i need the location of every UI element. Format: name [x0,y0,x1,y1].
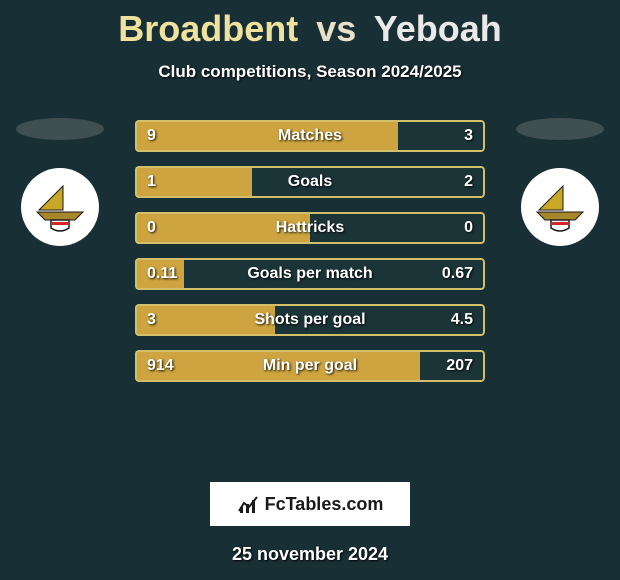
stat-value-p2: 4.5 [451,304,473,336]
stat-label: Goals per match [135,258,485,290]
stat-row-goals-per-match: Goals per match0.11 0.67 [135,258,485,290]
stat-value-p1: 0.11 [147,258,177,290]
stat-value-p2: 0.67 [442,258,473,290]
crest-icon [33,180,87,234]
stat-label: Shots per goal [135,304,485,336]
player1-avatar-column [16,118,104,246]
stat-bars: Matches9 3 Goals1 2 Hattricks0 0 Goals per mat… [135,120,485,396]
stat-value-p2: 207 [446,350,473,382]
vs-label: vs [316,8,356,49]
crest-icon [533,180,587,234]
stat-value-p2: 2 [464,166,473,198]
stat-value-p2: 0 [464,212,473,244]
stat-value-p1: 914 [147,350,174,382]
player2-club-crest [521,168,599,246]
date-label: 25 november 2024 [0,544,620,565]
comparison-title: Broadbent vs Yeboah [0,0,620,50]
player2-silhouette-shadow [516,118,604,140]
player1-club-crest [21,168,99,246]
stat-label: Hattricks [135,212,485,244]
player1-name: Broadbent [118,8,298,49]
brand-text: FcTables.com [265,494,384,515]
stat-value-p1: 1 [147,166,156,198]
brand-chart-icon [237,493,259,515]
player1-silhouette-shadow [16,118,104,140]
player2-name: Yeboah [374,8,502,49]
stat-value-p2: 3 [464,120,473,152]
stat-row-matches: Matches9 3 [135,120,485,152]
stat-row-goals: Goals1 2 [135,166,485,198]
brand-badge: FcTables.com [210,482,410,526]
stat-row-shots-per-goal: Shots per goal3 4.5 [135,304,485,336]
stat-label: Goals [135,166,485,198]
stat-label: Matches [135,120,485,152]
stat-row-hattricks: Hattricks0 0 [135,212,485,244]
stat-value-p1: 9 [147,120,156,152]
player2-avatar-column [516,118,604,246]
stat-value-p1: 3 [147,304,156,336]
stat-label: Min per goal [135,350,485,382]
stat-value-p1: 0 [147,212,156,244]
subtitle: Club competitions, Season 2024/2025 [0,62,620,82]
stat-row-min-per-goal: Min per goal914 207 [135,350,485,382]
